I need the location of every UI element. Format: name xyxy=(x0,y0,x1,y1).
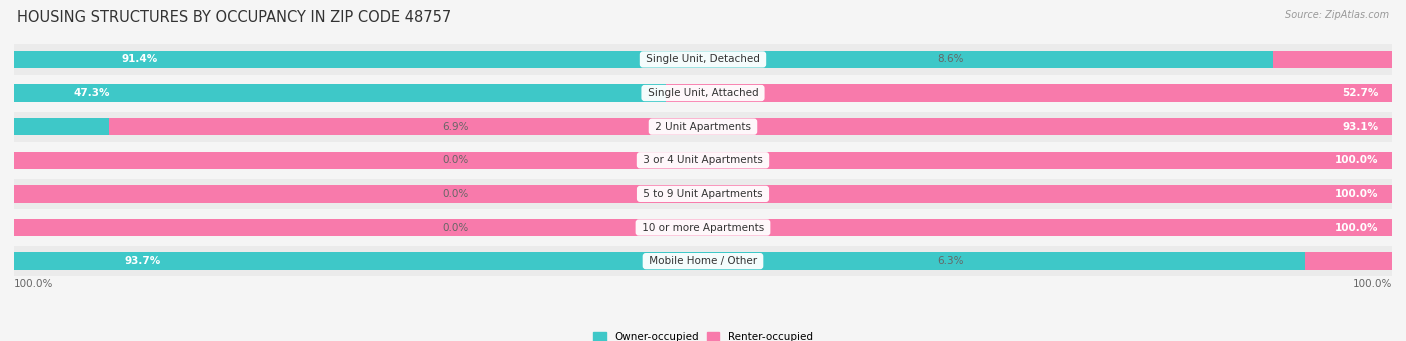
Bar xyxy=(14,179,1392,209)
Bar xyxy=(1305,252,1392,270)
Text: 3 or 4 Unit Apartments: 3 or 4 Unit Apartments xyxy=(640,155,766,165)
Text: HOUSING STRUCTURES BY OCCUPANCY IN ZIP CODE 48757: HOUSING STRUCTURES BY OCCUPANCY IN ZIP C… xyxy=(17,10,451,25)
Bar xyxy=(14,84,666,102)
Text: 6.9%: 6.9% xyxy=(443,122,468,132)
Text: 52.7%: 52.7% xyxy=(1341,88,1378,98)
Bar xyxy=(1274,51,1392,68)
Text: Mobile Home / Other: Mobile Home / Other xyxy=(645,256,761,266)
Text: 8.6%: 8.6% xyxy=(938,55,963,64)
Bar xyxy=(14,252,1305,270)
Bar xyxy=(14,112,1392,142)
Bar xyxy=(14,212,1392,243)
Text: 100.0%: 100.0% xyxy=(1334,189,1378,199)
Text: 47.3%: 47.3% xyxy=(73,88,110,98)
Bar xyxy=(666,84,1392,102)
Text: 10 or more Apartments: 10 or more Apartments xyxy=(638,223,768,233)
Text: 91.4%: 91.4% xyxy=(122,55,157,64)
Text: 5 to 9 Unit Apartments: 5 to 9 Unit Apartments xyxy=(640,189,766,199)
Bar xyxy=(14,185,1392,203)
Text: 6.3%: 6.3% xyxy=(938,256,963,266)
Bar xyxy=(14,78,1392,108)
Text: 0.0%: 0.0% xyxy=(443,189,468,199)
Bar xyxy=(14,246,1392,276)
Text: 0.0%: 0.0% xyxy=(443,155,468,165)
Bar xyxy=(14,44,1392,75)
Bar xyxy=(14,151,1392,169)
Text: 93.7%: 93.7% xyxy=(124,256,160,266)
Bar xyxy=(14,51,1274,68)
Text: 100.0%: 100.0% xyxy=(1353,279,1392,288)
Text: 93.1%: 93.1% xyxy=(1343,122,1378,132)
Text: 100.0%: 100.0% xyxy=(1334,155,1378,165)
Text: 100.0%: 100.0% xyxy=(1334,223,1378,233)
Bar xyxy=(14,219,1392,236)
Bar xyxy=(14,145,1392,175)
Bar xyxy=(110,118,1392,135)
Legend: Owner-occupied, Renter-occupied: Owner-occupied, Renter-occupied xyxy=(589,328,817,341)
Text: Source: ZipAtlas.com: Source: ZipAtlas.com xyxy=(1285,10,1389,20)
Text: 0.0%: 0.0% xyxy=(443,223,468,233)
Text: Single Unit, Attached: Single Unit, Attached xyxy=(644,88,762,98)
Text: Single Unit, Detached: Single Unit, Detached xyxy=(643,55,763,64)
Bar xyxy=(14,118,110,135)
Text: 2 Unit Apartments: 2 Unit Apartments xyxy=(652,122,754,132)
Text: 100.0%: 100.0% xyxy=(14,279,53,288)
